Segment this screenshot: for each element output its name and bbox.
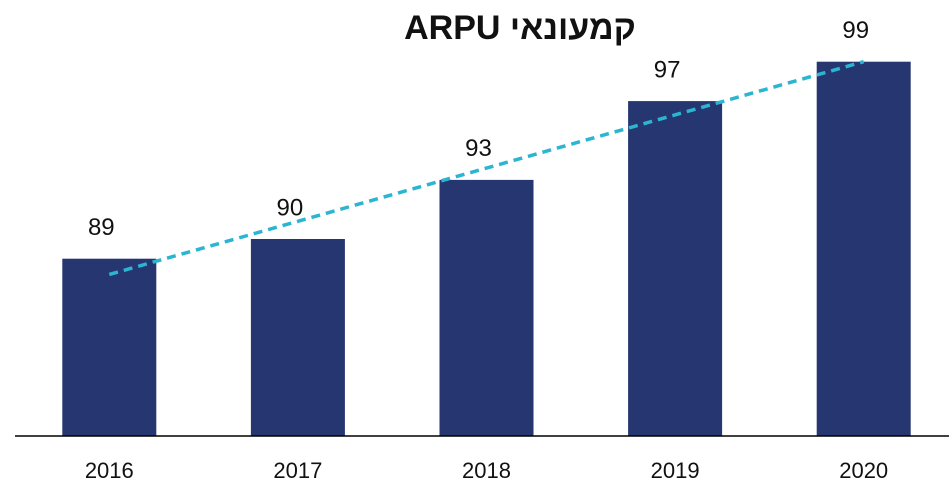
bar (816, 61, 911, 436)
data-label: 99 (842, 17, 869, 44)
bar (250, 239, 345, 436)
data-label: 97 (654, 56, 681, 83)
trendline (108, 60, 865, 277)
bar (628, 101, 723, 436)
x-tick-label: 2017 (273, 458, 322, 483)
x-tick-label: 2016 (85, 458, 134, 483)
chart-title: ARPU קמעונאי (404, 9, 636, 47)
x-tick-label: 2019 (651, 458, 700, 483)
x-tick-label: 2020 (839, 458, 888, 483)
data-label: 89 (88, 214, 115, 241)
x-tick-label: 2018 (462, 458, 511, 483)
data-label: 93 (465, 135, 492, 162)
bar (62, 258, 157, 436)
bar (439, 179, 534, 436)
data-label: 90 (277, 194, 304, 221)
